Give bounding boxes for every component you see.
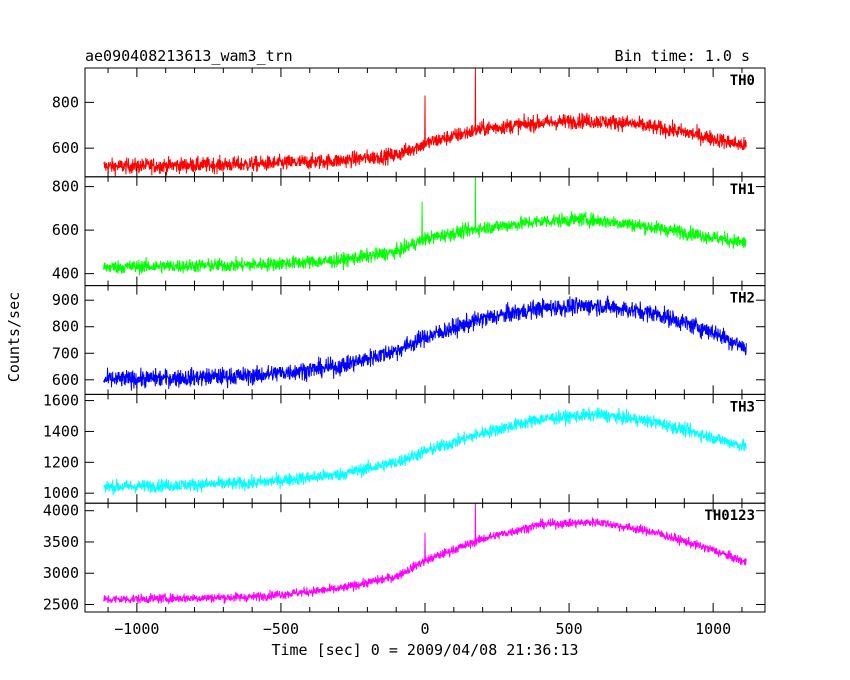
x-tick-label: 1000 xyxy=(695,620,731,638)
series-line-th0 xyxy=(103,67,747,177)
panel-th0123: 2500 3000 3500 4000 TH0123 xyxy=(43,502,766,613)
panel-label: TH1 xyxy=(730,182,755,198)
panel-th1: 400 600 800 TH1 xyxy=(52,176,766,287)
panel-label: TH3 xyxy=(730,399,755,415)
y-tick-label: 1200 xyxy=(43,453,79,471)
y-tick-label: 1600 xyxy=(43,392,79,410)
y-tick-label: 2500 xyxy=(43,595,79,613)
y-tick-label: 4000 xyxy=(43,502,79,520)
y-tick-label: 800 xyxy=(52,318,79,336)
y-tick-label: 700 xyxy=(52,344,79,362)
panel-frame xyxy=(84,285,766,395)
y-tick-label: 600 xyxy=(52,371,79,389)
y-axis-title: Counts/sec xyxy=(5,292,23,382)
panel-label: TH2 xyxy=(730,291,755,307)
panel-label: TH0123 xyxy=(704,508,755,524)
series-line-th0123 xyxy=(103,503,747,605)
y-tick-label: 600 xyxy=(52,221,79,239)
y-tick-label: 1400 xyxy=(43,422,79,440)
x-tick-label: 0 xyxy=(420,620,429,638)
y-tick-label: 3500 xyxy=(43,533,79,551)
y-tick-label: 900 xyxy=(52,291,79,309)
series-line-th3 xyxy=(103,407,747,496)
panel-th3: 1000 1200 1400 1600 TH3 xyxy=(43,392,766,504)
x-tick-label: −1000 xyxy=(114,620,159,638)
y-tick-label: 1000 xyxy=(43,484,79,502)
x-tick-label: −500 xyxy=(263,620,299,638)
y-tick-label: 600 xyxy=(52,139,79,157)
chart-title: ae090408213613_wam3_trn xyxy=(85,47,293,65)
y-tick-label: 800 xyxy=(52,93,79,111)
panel-th0: 600 800 TH0 xyxy=(52,67,766,178)
panel-stack: 600 800 TH0 400 600 800 TH1 600 700 800 900 TH2 1000… xyxy=(43,67,766,638)
panel-th2: 600 700 800 900 TH2 xyxy=(52,285,766,395)
x-axis-title: Time [sec] 0 = 2009/04/08 21:36:13 xyxy=(271,641,578,659)
y-tick-label: 400 xyxy=(52,265,79,283)
series-line-th1 xyxy=(103,176,747,276)
y-tick-label: 3000 xyxy=(43,564,79,582)
series-line-th2 xyxy=(103,295,747,391)
bin-time-label: Bin time: 1.0 s xyxy=(615,47,750,65)
x-tick-label: 500 xyxy=(556,620,583,638)
y-tick-label: 800 xyxy=(52,178,79,196)
panel-label: TH0 xyxy=(730,73,755,89)
